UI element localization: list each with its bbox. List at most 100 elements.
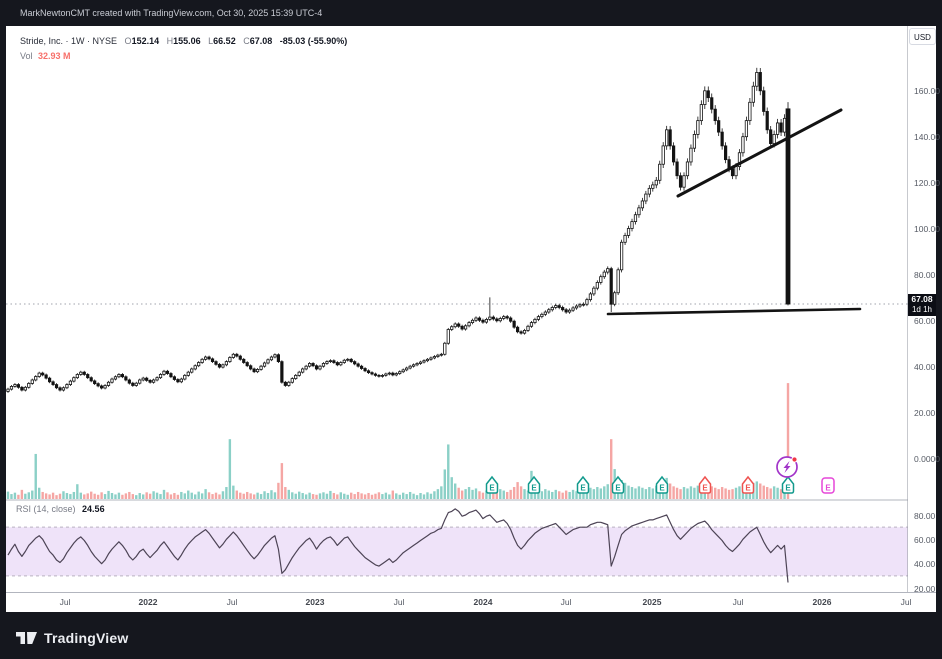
volume-bar bbox=[561, 492, 564, 499]
earnings-badge-miss[interactable]: E bbox=[698, 475, 712, 494]
earnings-badge-letter: E bbox=[825, 484, 831, 493]
candle bbox=[34, 376, 38, 381]
candle bbox=[359, 365, 364, 369]
price-axis-label: 100.00 bbox=[914, 224, 940, 234]
volume-bar bbox=[298, 491, 301, 499]
volume-bar bbox=[197, 491, 200, 499]
volume-bar bbox=[301, 493, 304, 499]
candle bbox=[318, 365, 322, 370]
volume-bar bbox=[287, 489, 290, 499]
earnings-badge-beat[interactable]: E bbox=[576, 475, 590, 494]
earnings-badge-upcoming[interactable]: E bbox=[821, 477, 835, 494]
candle bbox=[290, 378, 294, 383]
volume-bar bbox=[242, 493, 245, 499]
candle bbox=[592, 287, 596, 295]
volume-label: Vol bbox=[20, 51, 33, 61]
volume-bar bbox=[412, 493, 415, 499]
volume-bar bbox=[637, 486, 641, 499]
candle bbox=[387, 372, 391, 375]
volume-bar bbox=[672, 486, 675, 499]
volume-bar bbox=[779, 489, 783, 499]
candle bbox=[418, 361, 423, 364]
volume-bar bbox=[124, 493, 128, 499]
volume-bar bbox=[519, 486, 523, 499]
candle bbox=[626, 228, 631, 236]
earnings-badge-miss[interactable]: E bbox=[741, 475, 755, 494]
candle bbox=[356, 363, 360, 367]
candle bbox=[346, 358, 350, 361]
volume-bar bbox=[284, 487, 287, 499]
candle bbox=[151, 379, 156, 383]
candle bbox=[380, 374, 385, 377]
volume-bar bbox=[353, 494, 356, 499]
volume-bar bbox=[381, 494, 384, 499]
candle bbox=[242, 358, 246, 363]
candle bbox=[58, 387, 62, 391]
volume-bar bbox=[429, 493, 433, 499]
volume-legend[interactable]: Vol 32.93 M bbox=[20, 51, 71, 61]
candle bbox=[165, 370, 170, 374]
volume-bar bbox=[651, 488, 655, 499]
candle bbox=[169, 373, 173, 378]
lightning-icon[interactable] bbox=[776, 456, 798, 478]
candle bbox=[665, 129, 669, 147]
volume-bar bbox=[405, 494, 408, 499]
candle bbox=[609, 268, 613, 305]
candle bbox=[536, 316, 541, 320]
earnings-badge-letter: E bbox=[615, 484, 621, 493]
time-axis-month-label: Jul bbox=[560, 597, 572, 607]
candle bbox=[564, 309, 568, 313]
volume-bar bbox=[682, 487, 686, 499]
earnings-badge-beat[interactable]: E bbox=[655, 475, 669, 494]
volume-bar bbox=[325, 493, 329, 499]
candle bbox=[273, 354, 277, 358]
volume-bar bbox=[332, 493, 336, 499]
time-axis[interactable]: Jul 2022 Jul 2023 Jul 2024 Jul 2025 Jul 2026 Jul bbox=[6, 592, 936, 612]
candle bbox=[699, 104, 703, 122]
trendline-support[interactable] bbox=[606, 307, 862, 316]
volume-bar bbox=[512, 487, 516, 499]
candle bbox=[578, 304, 582, 307]
volume-bar bbox=[641, 487, 644, 499]
volume-bar bbox=[769, 488, 772, 499]
candle bbox=[741, 136, 745, 154]
candle bbox=[737, 152, 742, 167]
candle bbox=[394, 373, 398, 376]
volume-bar bbox=[294, 493, 297, 499]
volume-bar bbox=[568, 491, 571, 499]
volume-bar bbox=[128, 491, 131, 499]
volume-bar bbox=[509, 489, 512, 499]
earnings-badge-beat[interactable]: E bbox=[527, 475, 541, 494]
candle bbox=[301, 368, 305, 373]
candle bbox=[415, 363, 419, 366]
volume-bar bbox=[714, 487, 717, 499]
rsi-legend[interactable]: RSI (14, close) 24.56 bbox=[16, 504, 105, 514]
candle bbox=[515, 326, 520, 333]
volume-bar bbox=[315, 494, 318, 499]
tradingview-branding[interactable]: TradingView bbox=[16, 626, 128, 650]
earnings-badge-shape bbox=[527, 475, 541, 494]
candle bbox=[644, 193, 648, 202]
earnings-badge-beat[interactable]: E bbox=[611, 475, 625, 494]
currency-button[interactable]: USD bbox=[909, 28, 936, 45]
candle bbox=[512, 320, 516, 328]
volume-bar bbox=[280, 463, 284, 499]
volume-bar bbox=[44, 493, 48, 499]
candle bbox=[668, 129, 672, 147]
candle bbox=[439, 353, 443, 356]
volume-bar bbox=[270, 490, 273, 499]
volume-bar bbox=[110, 493, 114, 499]
earnings-badge-shape bbox=[655, 475, 669, 494]
candle bbox=[183, 374, 187, 380]
earnings-badge-letter: E bbox=[785, 484, 791, 493]
symbol-legend[interactable]: Stride, Inc. · 1W · NYSE O152.14 H155.06… bbox=[20, 36, 347, 46]
earnings-badge-beat[interactable]: E bbox=[781, 475, 795, 494]
trendline-rising[interactable] bbox=[676, 108, 843, 198]
volume-bar bbox=[291, 492, 294, 499]
volume-bar bbox=[738, 486, 741, 499]
candle bbox=[744, 120, 749, 138]
candle bbox=[96, 383, 100, 387]
rsi-band bbox=[6, 527, 908, 576]
earnings-badge-beat[interactable]: E bbox=[485, 475, 499, 494]
